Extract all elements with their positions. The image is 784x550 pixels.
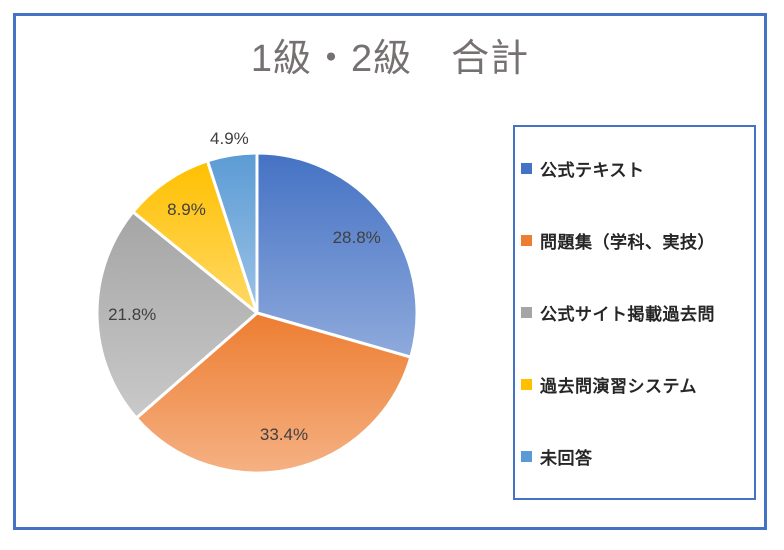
slice-data-label: 28.8% bbox=[332, 227, 381, 247]
chart-title: 1級・2級 合計 bbox=[250, 38, 530, 80]
legend-label: 未回答 bbox=[540, 448, 593, 468]
pie-slice bbox=[205, 151, 259, 315]
slice-data-label: 8.9% bbox=[167, 200, 206, 219]
legend-swatch bbox=[521, 450, 532, 462]
legend-swatch bbox=[521, 378, 532, 390]
legend: 公式テキスト問題集（学科、実技） 公式サイト掲載過去問 過去問演習システム 未回答 bbox=[513, 125, 756, 500]
legend-label: 問題集（学科、実技） bbox=[540, 233, 715, 253]
slice-data-label: 33.4% bbox=[259, 424, 309, 444]
legend-swatch bbox=[521, 235, 532, 247]
legend-item: 問題集（学科、実技） bbox=[521, 228, 750, 253]
slice-data-label: 21.8% bbox=[108, 305, 157, 324]
legend-label: 過去問演習システム bbox=[540, 376, 697, 396]
legend-label: 公式サイト掲載過去問 bbox=[540, 304, 715, 324]
legend-item: 過去問演習システム bbox=[521, 372, 750, 397]
legend-item: 未回答 bbox=[521, 444, 750, 469]
legend-swatch bbox=[521, 163, 532, 175]
legend-item: 公式サイト掲載過去問 bbox=[521, 300, 750, 325]
pie-slice bbox=[255, 151, 419, 359]
legend-item: 公式テキスト bbox=[521, 156, 750, 181]
pie-slice bbox=[131, 159, 259, 315]
pie-slice bbox=[95, 210, 259, 420]
slice-data-label: 4.9% bbox=[210, 129, 249, 149]
pie-slice bbox=[134, 311, 413, 475]
legend-swatch bbox=[521, 306, 532, 318]
legend-label: 公式テキスト bbox=[540, 161, 645, 181]
figure-border bbox=[13, 13, 767, 530]
